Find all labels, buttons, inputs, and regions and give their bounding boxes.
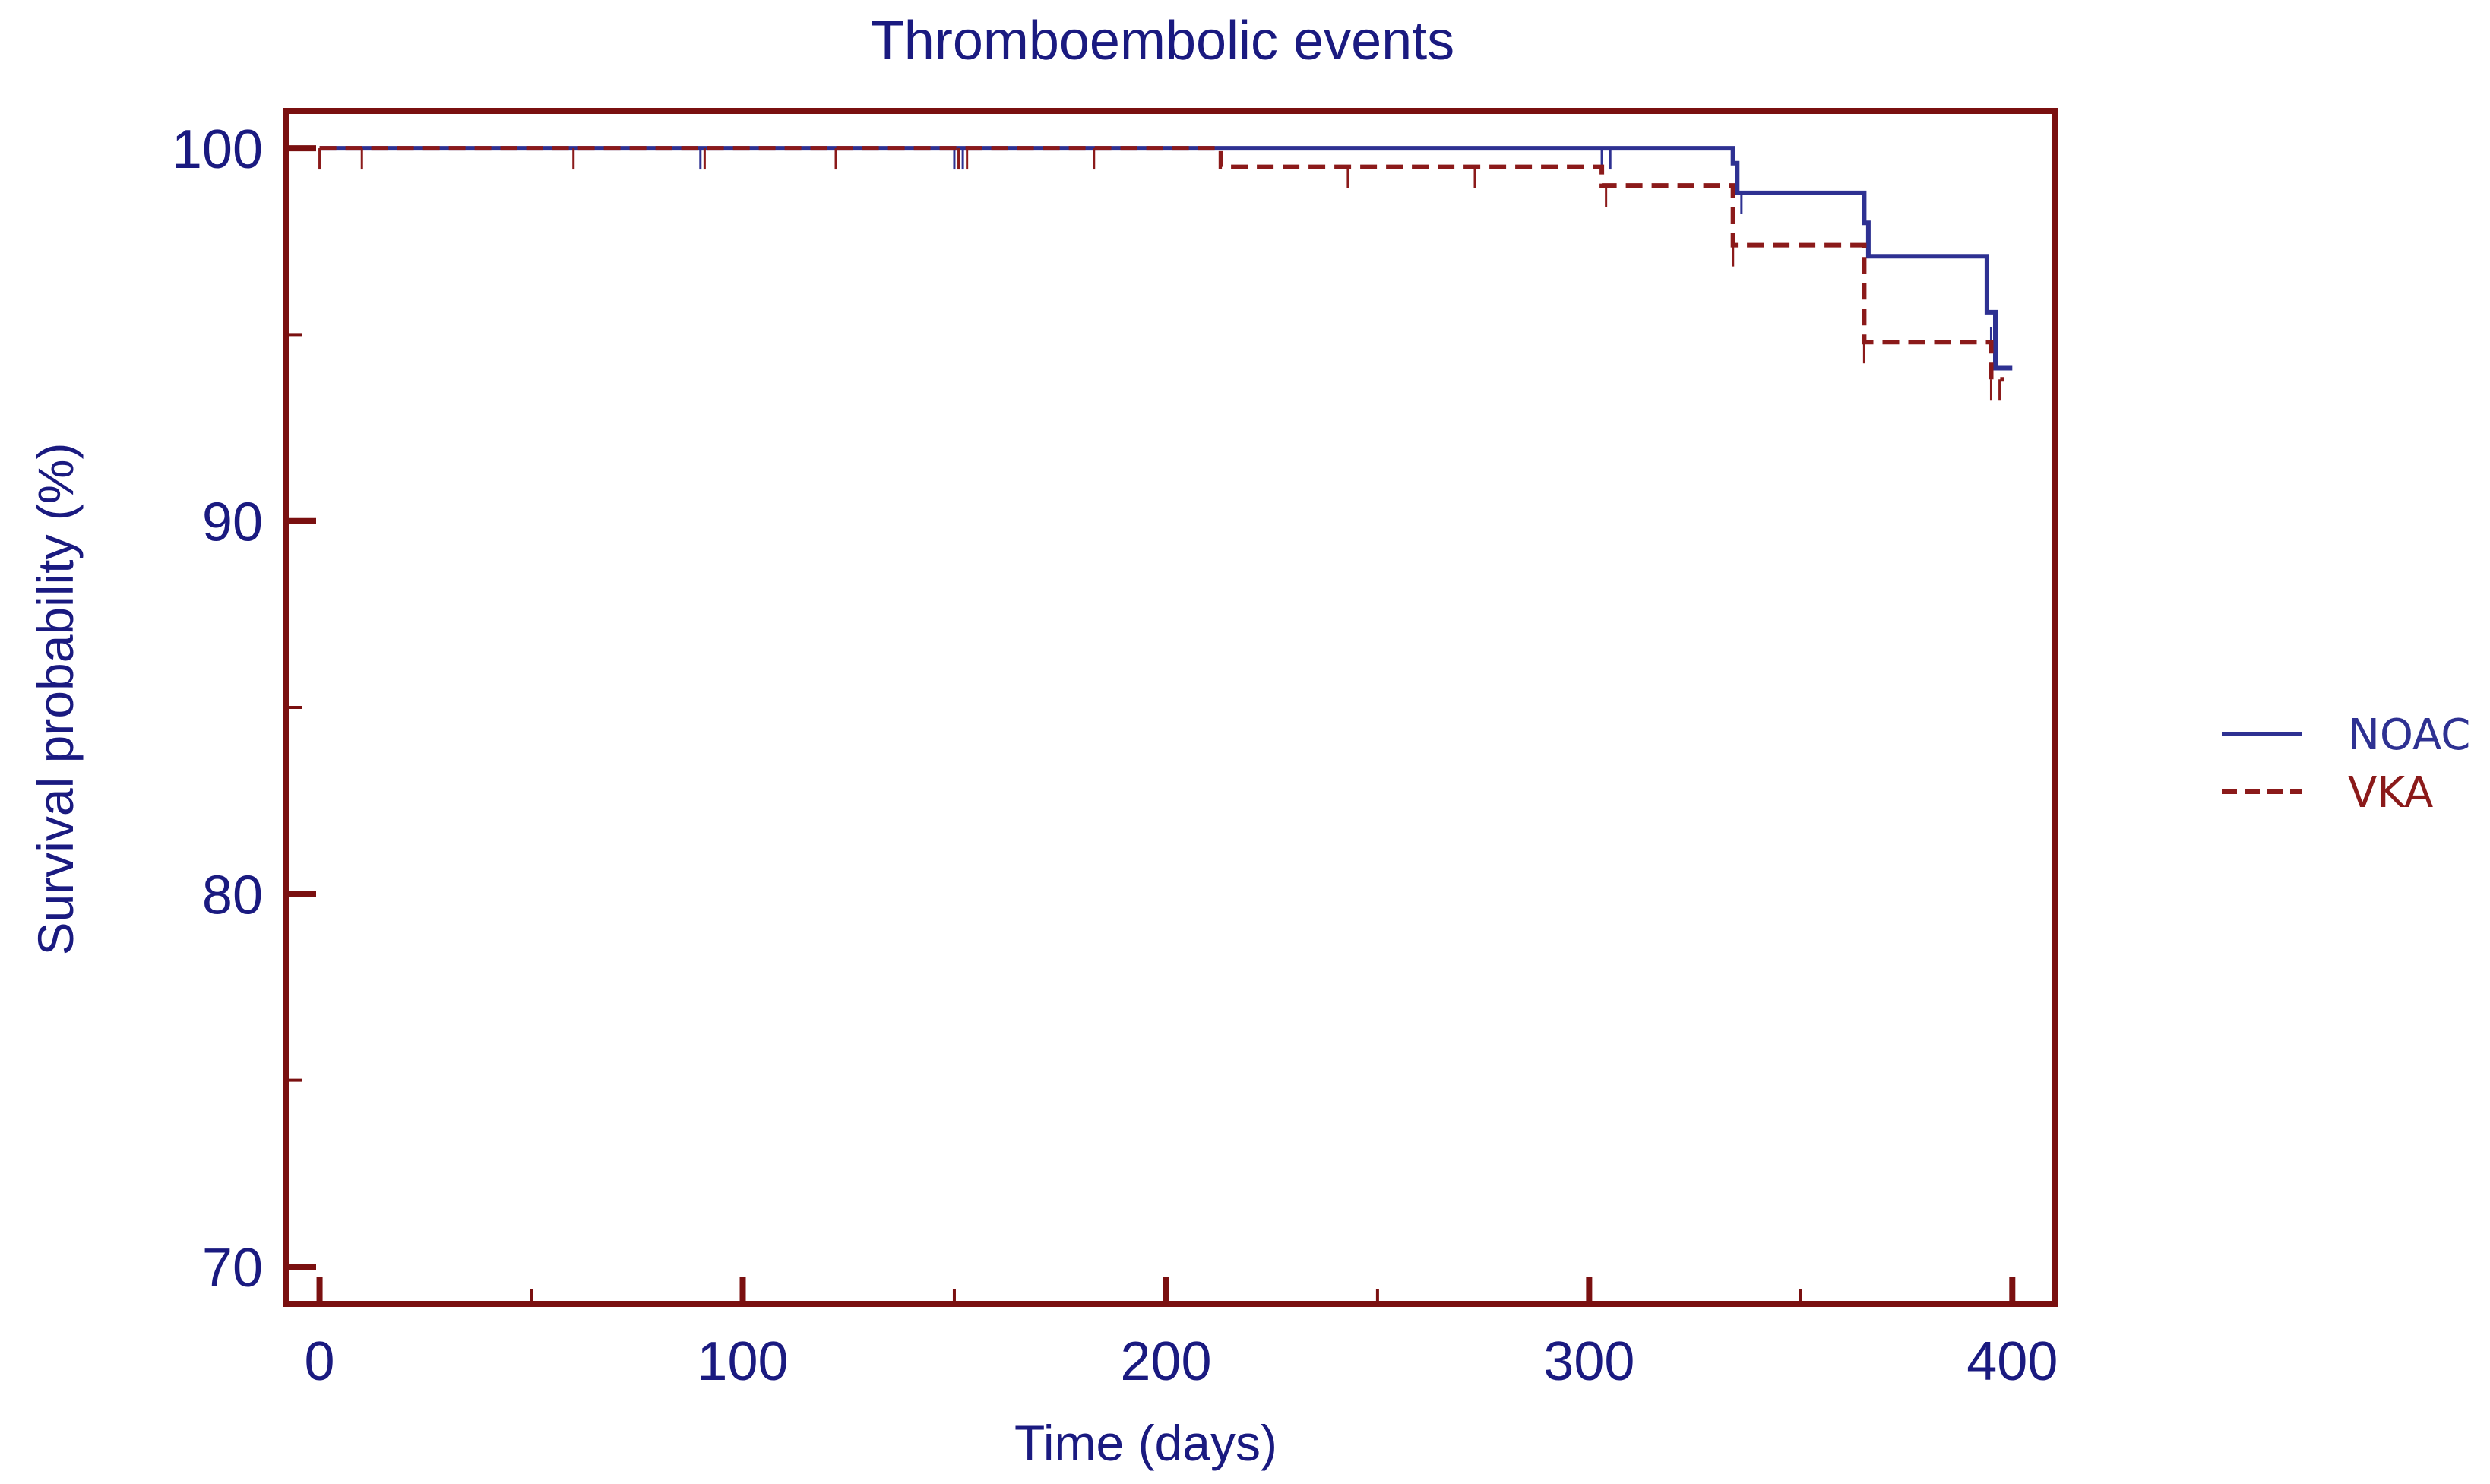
axes: 0 100 200 300 400 70 80 90 100 — [172, 108, 2058, 1392]
legend-label-noac: NOAC — [2348, 710, 2470, 760]
legend: NOAC VKA — [2222, 710, 2470, 818]
x-tick-label: 0 — [305, 1331, 335, 1392]
legend-label-vka: VKA — [2348, 768, 2433, 818]
x-tick-label: 300 — [1543, 1331, 1634, 1392]
x-tick-label: 100 — [697, 1331, 788, 1392]
series-line-noac — [319, 146, 2013, 371]
y-tick-label: 80 — [202, 865, 263, 926]
y-axis-label: Survival probability (%) — [27, 443, 84, 956]
series-line-vka — [319, 146, 2004, 382]
x-tick-label: 400 — [1966, 1331, 2058, 1392]
chart-title: Thromboembolic events — [871, 11, 1454, 71]
x-axis-label: Time (days) — [1014, 1415, 1277, 1471]
x-tick-label: 200 — [1120, 1331, 1211, 1392]
y-tick-label: 90 — [202, 492, 263, 553]
plot-frame — [283, 108, 2058, 1307]
y-tick-label: 100 — [172, 119, 263, 180]
plot-area — [318, 146, 2013, 401]
y-tick-label: 70 — [202, 1238, 263, 1299]
